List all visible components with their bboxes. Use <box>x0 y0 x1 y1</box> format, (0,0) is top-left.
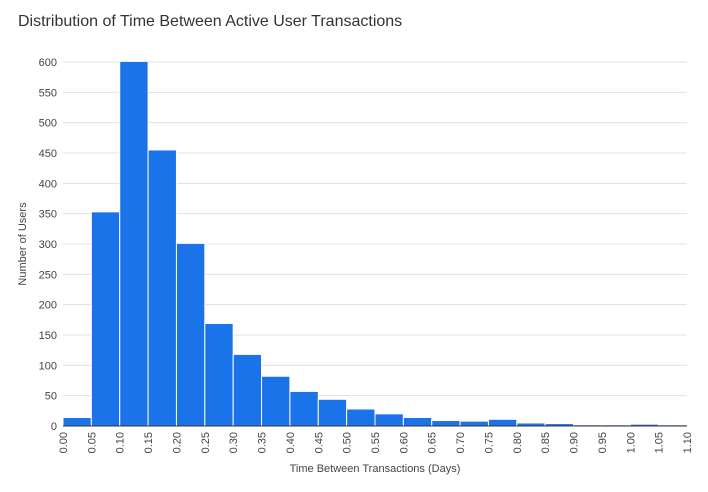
histogram-bar <box>147 149 177 427</box>
x-tick-label: 0.85 <box>540 432 552 453</box>
x-tick-label: 0.20 <box>171 432 183 453</box>
histogram-bar <box>62 417 92 427</box>
x-tick-label: 0.00 <box>58 432 70 453</box>
x-tick-label: 0.65 <box>427 432 439 453</box>
x-tick-label: 0.15 <box>143 432 155 453</box>
histogram-bar <box>431 420 461 427</box>
y-tick-label: 600 <box>39 57 57 69</box>
x-tick-label: 0.70 <box>455 432 467 453</box>
histogram-bar <box>459 420 489 427</box>
histogram-bar <box>261 375 291 427</box>
histogram-bar <box>90 211 121 427</box>
x-tick-label: 0.10 <box>115 432 127 453</box>
x-tick-label: 0.40 <box>285 432 297 453</box>
x-tick-label: 0.95 <box>597 432 609 453</box>
histogram-bar <box>119 60 149 427</box>
x-tick-label: 0.05 <box>86 432 98 453</box>
x-axis-label: Time Between Transactions (Days) <box>290 463 461 475</box>
y-tick-label: 100 <box>39 360 57 372</box>
x-tick-label: 0.45 <box>313 432 325 453</box>
histogram-bar <box>346 408 376 427</box>
y-tick-label: 550 <box>39 87 57 99</box>
grid <box>63 61 687 397</box>
x-tick-label: 1.05 <box>654 432 666 453</box>
x-tick-label: 0.60 <box>398 432 410 453</box>
y-tick-label: 150 <box>39 330 57 342</box>
y-tick-label: 200 <box>39 300 57 312</box>
x-tick-label: 0.50 <box>342 432 354 453</box>
histogram-bar <box>402 417 433 427</box>
x-tick-label: 0.25 <box>200 432 212 453</box>
y-tick-label: 500 <box>39 118 57 130</box>
x-tick-label: 0.35 <box>257 432 269 453</box>
x-tick-label: 1.10 <box>682 432 694 453</box>
x-tick-label: 0.30 <box>228 432 240 453</box>
histogram-bar <box>487 418 518 427</box>
histogram-bar <box>175 242 206 427</box>
y-tick-label: 50 <box>45 391 57 403</box>
histogram-bar <box>232 353 263 427</box>
y-tick-label: 450 <box>39 148 57 160</box>
y-tick-label: 300 <box>39 239 57 251</box>
y-tick-label: 0 <box>51 421 57 433</box>
histogram-bar <box>317 398 348 427</box>
x-tick-label: 0.90 <box>569 432 581 453</box>
chart-title: Distribution of Time Between Active User… <box>18 13 403 30</box>
x-tick-label: 0.80 <box>512 432 524 453</box>
y-tick-label: 250 <box>39 269 57 281</box>
y-tick-label: 400 <box>39 178 57 190</box>
x-tick-label: 0.75 <box>483 432 495 453</box>
histogram-bar <box>374 413 404 427</box>
bars <box>62 60 688 427</box>
y-tick-label: 350 <box>39 209 57 221</box>
histogram-bar <box>289 390 319 427</box>
axes: 0 50 100 150 200 250 300 350 400 450 500 550 600 0.00… <box>39 57 694 453</box>
x-tick-label: 0.55 <box>370 432 382 453</box>
histogram-bar <box>204 322 234 427</box>
x-tick-label: 1.00 <box>625 432 637 453</box>
y-axis-label: Number of Users <box>17 202 29 286</box>
